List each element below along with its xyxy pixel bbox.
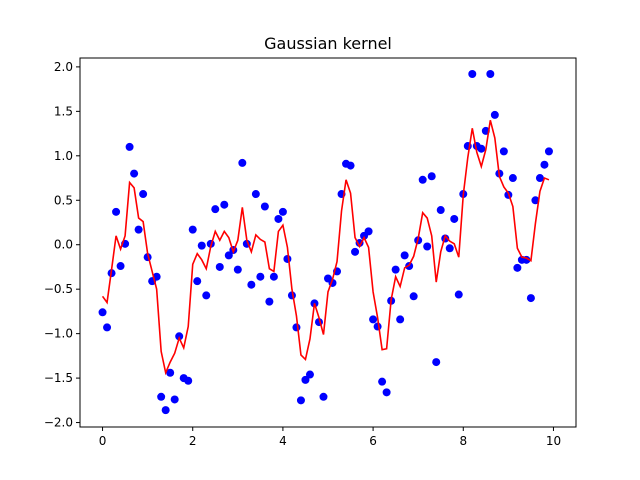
- data-point: [125, 142, 134, 151]
- data-point: [436, 206, 445, 215]
- data-point: [468, 70, 477, 78]
- data-point: [540, 160, 549, 169]
- data-point: [166, 368, 175, 377]
- y-tick-label: 1.5: [54, 104, 73, 118]
- data-point: [369, 315, 378, 324]
- chart-title: Gaussian kernel: [264, 34, 392, 53]
- data-point: [427, 172, 436, 181]
- plot-area: [98, 70, 553, 415]
- data-point: [103, 323, 112, 332]
- x-tick-label: 2: [189, 434, 197, 448]
- data-point: [161, 406, 170, 415]
- data-point: [544, 147, 553, 156]
- data-point: [98, 308, 107, 317]
- data-point: [301, 375, 310, 384]
- data-point: [265, 297, 274, 306]
- data-point: [296, 396, 305, 405]
- data-point: [418, 175, 427, 184]
- y-tick-label: 0.0: [54, 238, 73, 252]
- data-point: [432, 358, 441, 367]
- data-point: [256, 272, 265, 281]
- data-point: [139, 190, 148, 199]
- data-point: [423, 242, 432, 251]
- data-point: [184, 376, 193, 385]
- data-point: [238, 158, 247, 167]
- data-point: [170, 395, 179, 404]
- data-point: [382, 388, 391, 397]
- data-point: [292, 323, 301, 332]
- x-axis: 0 2 4 6 8 10: [99, 427, 561, 448]
- data-point: [197, 241, 206, 250]
- data-point: [274, 214, 283, 223]
- data-point: [400, 251, 409, 260]
- data-point: [251, 190, 260, 199]
- data-point: [134, 225, 143, 234]
- data-point: [531, 196, 540, 205]
- data-point: [247, 280, 256, 289]
- data-point: [351, 247, 360, 256]
- data-point: [220, 200, 229, 209]
- y-tick-label: −1.5: [44, 371, 73, 385]
- data-point: [211, 205, 220, 214]
- data-point: [391, 265, 400, 274]
- data-point: [157, 392, 166, 401]
- x-tick-label: 4: [279, 434, 287, 448]
- data-point: [130, 169, 139, 178]
- data-point: [202, 291, 211, 300]
- data-point: [445, 244, 454, 253]
- x-tick-label: 6: [369, 434, 377, 448]
- y-tick-label: 1.0: [54, 149, 73, 163]
- data-point: [188, 225, 197, 234]
- data-point: [319, 392, 328, 401]
- data-point: [224, 251, 233, 260]
- data-point: [233, 265, 242, 274]
- data-point: [373, 322, 382, 331]
- kernel-smoothed-line: [101, 120, 550, 376]
- y-tick-label: −2.0: [44, 416, 73, 430]
- data-point: [116, 262, 125, 271]
- data-point: [193, 277, 202, 286]
- y-tick-label: 0.5: [54, 193, 73, 207]
- x-tick-label: 8: [459, 434, 467, 448]
- data-point: [454, 290, 463, 299]
- data-point: [283, 254, 292, 263]
- data-point: [513, 263, 522, 272]
- data-point: [278, 207, 287, 216]
- data-point: [396, 315, 405, 324]
- data-point: [486, 70, 495, 78]
- x-tick-label: 10: [546, 434, 561, 448]
- data-point: [499, 147, 508, 156]
- data-point: [364, 227, 373, 236]
- y-tick-label: −0.5: [44, 282, 73, 296]
- data-point: [409, 292, 418, 301]
- data-point: [450, 214, 459, 223]
- y-tick-label: 2.0: [54, 60, 73, 74]
- data-point: [490, 110, 499, 119]
- data-point: [378, 377, 387, 386]
- data-point: [346, 161, 355, 170]
- data-point: [260, 202, 269, 211]
- data-point: [112, 207, 121, 216]
- x-tick-label: 0: [99, 434, 107, 448]
- axes-frame: [79, 57, 577, 428]
- y-axis: −2.0 −1.5 −1.0 −0.5 0.0 0.5 1.0 1.5 2.0: [44, 60, 80, 430]
- data-point: [305, 370, 314, 379]
- data-point: [477, 144, 486, 153]
- y-tick-label: −1.0: [44, 327, 73, 341]
- data-point: [526, 294, 535, 303]
- data-point: [215, 262, 224, 271]
- data-point: [269, 272, 278, 281]
- data-point: [535, 174, 544, 183]
- data-point: [508, 174, 517, 183]
